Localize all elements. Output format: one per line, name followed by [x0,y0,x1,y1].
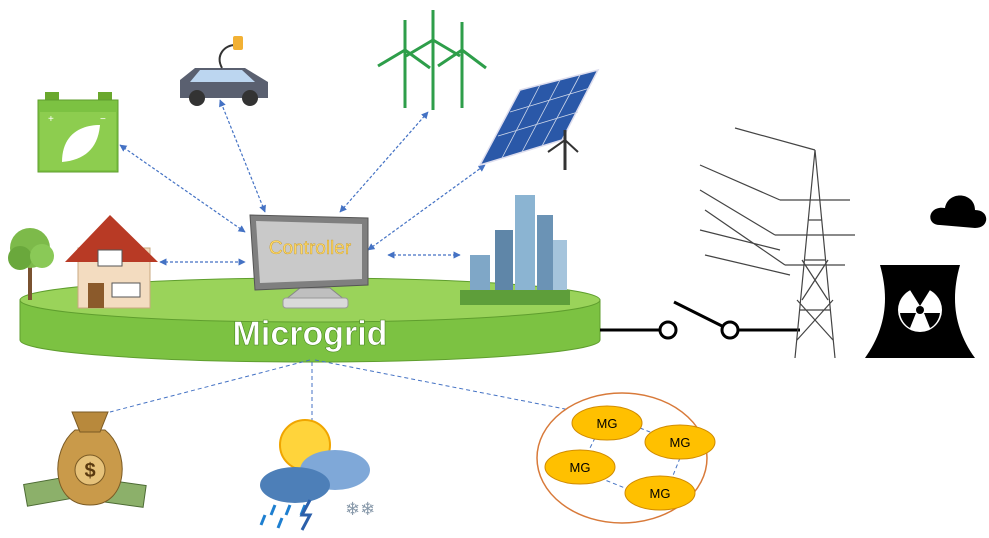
mg-node: MG [571,405,643,441]
controller-label: Controller [269,238,352,259]
controller: Controller [249,214,369,309]
mg-label: MG [670,435,691,450]
wind-turbine-icon [377,10,487,110]
house-icon [8,215,158,309]
link [314,359,571,411]
weather-icon: ❄❄ [259,419,375,531]
mg-label: MG [570,460,591,475]
nuclear-plant-icon [865,195,987,358]
connections [109,99,571,420]
svg-text:+: + [48,114,54,125]
arrow [367,164,486,251]
mg-node: MG [544,449,616,485]
solar-panel-icon [478,68,600,170]
arrow [219,99,266,213]
transmission-tower-icon [699,127,855,359]
mg-node: MG [624,475,696,511]
mg-node: MG [644,424,716,460]
mg-label: MG [597,416,618,431]
electric-car-icon [180,36,268,106]
battery-icon: + − [37,92,119,173]
svg-text:$: $ [84,460,95,482]
mg-network: MG MG MG MG [536,392,716,524]
link [599,477,631,491]
svg-text:−: − [100,114,106,125]
platform-label: Microgrid [233,315,388,353]
city-icon [460,195,570,305]
arrow [339,111,429,213]
arrow [119,144,246,233]
link [109,359,311,413]
svg-text:❄❄: ❄❄ [345,499,375,519]
switch [600,300,800,340]
link [671,457,681,479]
link [587,437,596,453]
money-icon: $ [23,411,147,508]
mg-label: MG [650,486,671,501]
